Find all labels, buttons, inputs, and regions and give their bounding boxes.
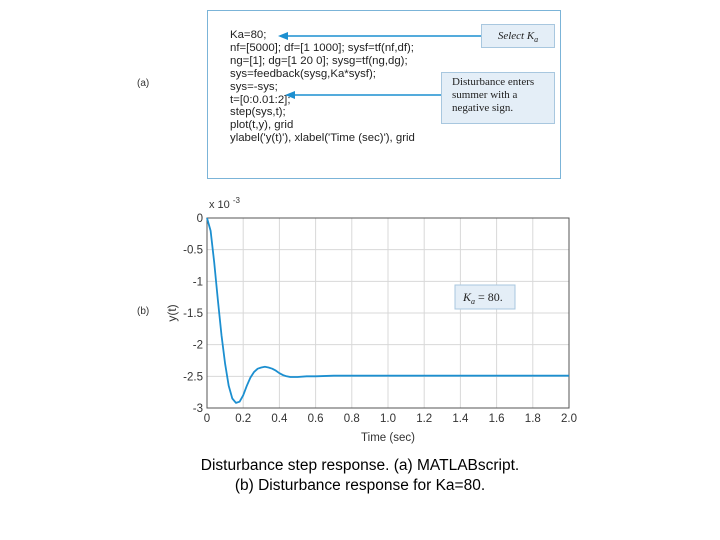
callout-disturbance: Disturbance enters summer with a negativ…	[441, 72, 555, 124]
y-tick-label: -1.5	[183, 308, 203, 320]
ka-annotation-k: K	[462, 290, 472, 304]
plot-frame	[206, 217, 570, 409]
matlab-script-panel: Ka=80; nf=[5000]; df=[1 1000]; sysf=tf(n…	[207, 10, 561, 179]
x-tick-label: 2.0	[561, 413, 577, 425]
panel-a-label: (a)	[137, 78, 150, 89]
ka-annotation-value: = 80.	[478, 290, 503, 304]
callout-dist-line-1: Disturbance enters	[452, 76, 535, 88]
y-tick-label: -2.5	[183, 371, 203, 383]
y-tick-label: -3	[193, 403, 203, 415]
response-line	[206, 217, 569, 404]
y-multiplier-exponent: -3	[233, 196, 241, 205]
x-tick-label: 1.4	[452, 413, 469, 425]
matlab-code: Ka=80; nf=[5000]; df=[1 1000]; sysf=tf(n…	[230, 29, 415, 145]
callout-ka-text: Select K	[497, 30, 535, 42]
x-tick-label: 0.4	[271, 413, 288, 425]
callout-select-ka: Select Ka	[481, 24, 555, 48]
x-tick-label: 1.0	[380, 413, 396, 425]
ka-annotation-box	[454, 284, 516, 310]
x-tick-label: 0.2	[235, 413, 251, 425]
x-tick-label: 1.6	[489, 413, 505, 425]
arrow-head-sys	[285, 91, 295, 99]
callout-dist-line-2: summer with a	[452, 89, 518, 101]
y-tick-label: -1	[193, 276, 203, 288]
x-tick-label: 1.2	[416, 413, 432, 425]
x-tick-label: 0.6	[308, 413, 324, 425]
panel-b-label: (b)	[137, 306, 150, 317]
figure-caption: Disturbance step response. (a) MATLABscr…	[0, 456, 720, 496]
x-tick-label: 1.8	[525, 413, 541, 425]
x-tick-label: 0.8	[344, 413, 360, 425]
caption-line-2: (b) Disturbance response for Ka=80.	[234, 477, 486, 494]
y-axis-label: y(t)	[165, 304, 179, 321]
callout-ka-sub: a	[534, 35, 539, 45]
y-tick-label: -2	[193, 340, 203, 352]
callout-arrows	[278, 32, 481, 99]
y-tick-label: 0	[197, 213, 203, 225]
x-axis-label: Time (sec)	[361, 432, 415, 444]
ka-annotation-text: Ka = 80.	[462, 290, 503, 306]
ka-annotation-sub: a	[471, 297, 475, 306]
arrow-head-ka	[278, 32, 288, 40]
caption-line-1: Disturbance step response. (a) MATLABscr…	[200, 457, 520, 474]
callout-dist-line-3: negative sign.	[452, 102, 514, 114]
disturbance-response-plot: 0 0.2 0.4 0.6 0.8 1.0 1.2 1.4 1.6 1.8 2.0 0 -0.5 -1 -1…	[165, 196, 577, 444]
y-tick-label: -0.5	[183, 245, 203, 257]
x-tick-label: 0	[204, 413, 210, 425]
y-multiplier-label: x 10 -3	[209, 196, 241, 211]
